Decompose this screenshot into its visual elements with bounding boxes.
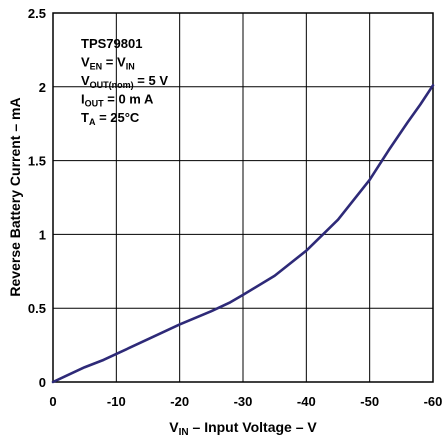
x-tick-label: -60 [424, 394, 443, 409]
annotation-line: TA = 25°C [81, 110, 140, 127]
annotation-line: TPS79801 [81, 36, 142, 51]
x-tick-label: -30 [234, 394, 253, 409]
y-tick-label: 0 [39, 375, 46, 390]
series-line-0 [51, 84, 435, 384]
x-tick-label: -10 [107, 394, 126, 409]
x-tick-label: -20 [170, 394, 189, 409]
y-tick-label: 2 [39, 80, 46, 95]
x-tick-label: 0 [49, 394, 56, 409]
x-tick-labels: 0 -10 -20 -30 -40 -50 -60 [49, 394, 442, 409]
y-axis-label: Reverse Battery Current – mA [7, 97, 23, 296]
annotation-line: VOUT(nom) = 5 V [81, 73, 168, 90]
y-tick-label: 2.5 [28, 6, 46, 21]
x-tick-label: -50 [360, 394, 379, 409]
series-group [51, 84, 435, 384]
y-tick-label: 1.5 [28, 154, 46, 169]
y-tick-label: 1 [39, 227, 46, 242]
annotation-line: VEN = VIN [81, 55, 135, 72]
y-tick-labels: 0 0.5 1 1.5 2 2.5 [28, 6, 46, 390]
y-tick-label: 0.5 [28, 301, 46, 316]
x-tick-label: -40 [297, 394, 316, 409]
plot-frame [52, 12, 434, 383]
x-axis-label: VIN – Input Voltage – V [169, 419, 317, 438]
annotation-line: IOUT = 0 m A [81, 92, 154, 109]
